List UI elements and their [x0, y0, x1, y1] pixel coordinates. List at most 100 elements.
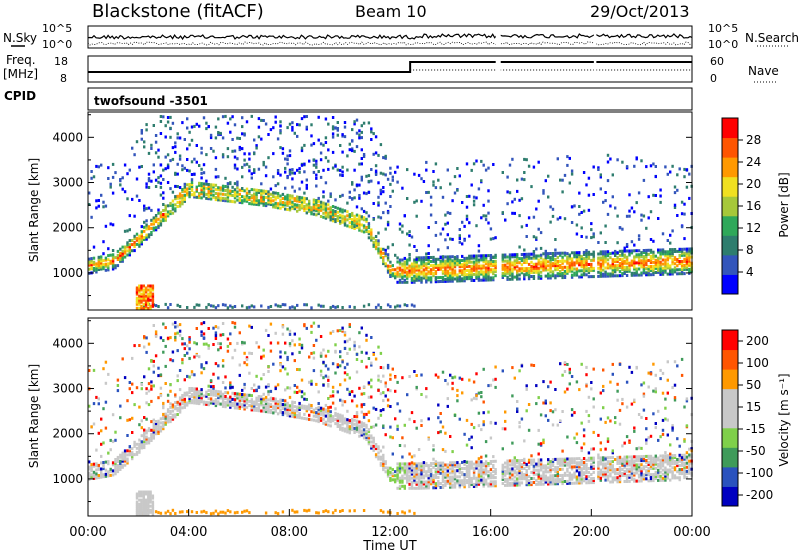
power-cell: [231, 149, 234, 153]
velocity-cell: [458, 463, 461, 466]
power-cell: [590, 262, 593, 266]
velocity-cell: [202, 321, 206, 325]
power-cell: [666, 250, 669, 254]
velocity-cell: [183, 354, 186, 357]
velocity-cell: [147, 427, 151, 431]
velocity-cell: [260, 395, 263, 399]
power-cell: [449, 273, 452, 277]
velocity-cell: [327, 375, 330, 379]
velocity-cell: [482, 468, 485, 472]
velocity-cell: [178, 388, 182, 392]
velocity-cell: [370, 434, 373, 438]
power-cell: [465, 162, 469, 166]
velocity-cell: [353, 509, 356, 513]
velocity-cell: [281, 403, 285, 406]
velocity-cell: [331, 419, 335, 423]
velocity-cell: [382, 453, 385, 457]
velocity-cell: [131, 431, 134, 434]
power-cell: [530, 185, 533, 189]
power-cell: [286, 197, 289, 201]
power-cell: [527, 273, 531, 277]
velocity-cell: [482, 411, 485, 415]
velocity-cell: [451, 387, 454, 391]
velocity-cell: [384, 470, 387, 474]
power-cell: [614, 274, 617, 278]
velocity-cell: [233, 398, 237, 402]
velocity-cell: [133, 442, 136, 446]
power-cell: [444, 273, 447, 277]
velocity-cell: [274, 397, 277, 401]
velocity-cell: [446, 397, 449, 401]
velocity-cell: [145, 401, 148, 405]
velocity-cell: [243, 351, 246, 355]
velocity-cell: [408, 486, 411, 490]
velocity-cell: [415, 482, 418, 486]
power-cell: [219, 188, 222, 192]
velocity-cell: [406, 462, 409, 466]
power-cell: [272, 205, 275, 209]
nsky-gap-1: [593, 27, 597, 47]
power-cell: [525, 273, 528, 277]
power-cell: [324, 212, 328, 216]
power-cell: [468, 277, 471, 281]
velocity-cell: [370, 336, 373, 339]
velocity-cell: [444, 473, 447, 477]
power-cell: [477, 264, 481, 268]
velocity-cell: [482, 470, 485, 474]
velocity-cell: [408, 464, 411, 468]
power-cell: [355, 217, 359, 221]
power-cell: [539, 246, 543, 250]
power-cell: [439, 280, 442, 283]
station-title: Blackstone (fitACF): [92, 1, 264, 22]
velocity-cell: [334, 422, 337, 426]
power-cell: [527, 275, 531, 279]
velocity-cell: [420, 482, 423, 486]
power-cell: [198, 303, 201, 307]
velocity-cell: [346, 352, 349, 355]
power-cell: [492, 276, 495, 280]
velocity-cell: [429, 462, 433, 465]
power-cell: [415, 276, 418, 280]
power-cell: [487, 264, 490, 268]
velocity-cell: [207, 401, 210, 405]
power-cell: [362, 191, 366, 195]
power-cell: [253, 188, 256, 192]
velocity-heatmap-cells: [88, 321, 693, 516]
velocity-cell: [480, 468, 483, 472]
power-cell: [107, 266, 110, 270]
velocity-cell: [214, 337, 218, 340]
velocity-cell: [527, 403, 531, 406]
velocity-cell: [370, 425, 373, 429]
velocity-cell: [475, 460, 478, 464]
velocity-cell: [205, 511, 208, 515]
power-cell: [657, 260, 660, 264]
power-cell: [370, 238, 373, 242]
power-cell: [621, 268, 624, 271]
velocity-cell: [267, 408, 270, 412]
velocity-cell: [525, 477, 528, 481]
power-cell: [150, 179, 153, 183]
power-cell: [484, 270, 488, 274]
nave-label: Nave: [748, 64, 779, 78]
power-cell: [628, 251, 631, 255]
velocity-cell: [310, 410, 313, 414]
power-cell: [645, 257, 648, 261]
velocity-cell: [298, 343, 301, 347]
power-cell: [267, 196, 270, 200]
velocity-cell: [303, 412, 306, 416]
velocity-cell: [504, 427, 507, 431]
power-cell: [135, 194, 139, 198]
power-cell: [516, 261, 519, 265]
velocity-cell: [525, 481, 528, 485]
power-cell: [611, 262, 614, 266]
velocity-cell: [238, 400, 241, 404]
power-cell: [147, 186, 151, 189]
velocity-cell: [415, 486, 418, 490]
velocity-cell: [281, 325, 285, 329]
velocity-cell: [341, 426, 344, 430]
velocity-cell: [231, 404, 234, 407]
velocity-cell: [477, 482, 481, 486]
colorbar-swatch: [722, 176, 738, 197]
velocity-cell: [100, 473, 103, 477]
power-cell: [685, 263, 689, 267]
